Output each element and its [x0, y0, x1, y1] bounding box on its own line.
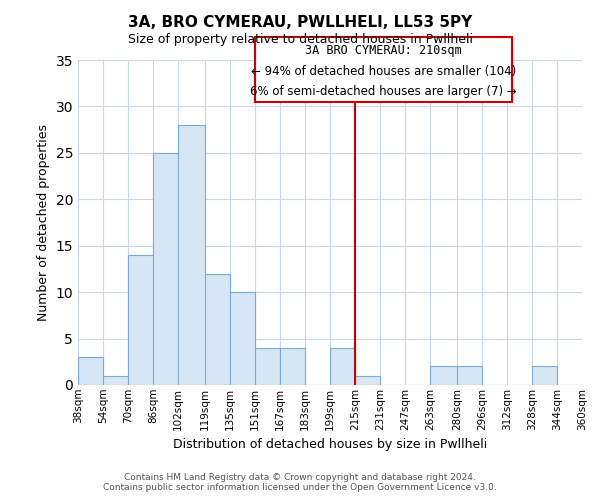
- Bar: [153, 153, 178, 385]
- Bar: [330, 348, 355, 385]
- Bar: [457, 366, 482, 385]
- Text: 3A BRO CYMERAU: 210sqm: 3A BRO CYMERAU: 210sqm: [305, 44, 461, 57]
- Bar: [355, 376, 380, 385]
- Text: 6% of semi-detached houses are larger (7) →: 6% of semi-detached houses are larger (7…: [250, 85, 517, 98]
- Bar: [205, 274, 230, 385]
- Text: 3A, BRO CYMERAU, PWLLHELI, LL53 5PY: 3A, BRO CYMERAU, PWLLHELI, LL53 5PY: [128, 15, 472, 30]
- Bar: [430, 366, 457, 385]
- FancyBboxPatch shape: [255, 37, 512, 102]
- Bar: [255, 348, 280, 385]
- Bar: [280, 348, 305, 385]
- Bar: [128, 255, 153, 385]
- Bar: [532, 366, 557, 385]
- Bar: [178, 125, 205, 385]
- Text: ← 94% of detached houses are smaller (104): ← 94% of detached houses are smaller (10…: [251, 64, 516, 78]
- Bar: [103, 376, 128, 385]
- Y-axis label: Number of detached properties: Number of detached properties: [37, 124, 50, 321]
- X-axis label: Distribution of detached houses by size in Pwllheli: Distribution of detached houses by size …: [173, 438, 487, 451]
- Text: Contains HM Land Registry data © Crown copyright and database right 2024.
Contai: Contains HM Land Registry data © Crown c…: [103, 473, 497, 492]
- Text: Size of property relative to detached houses in Pwllheli: Size of property relative to detached ho…: [128, 32, 473, 46]
- Bar: [230, 292, 255, 385]
- Bar: [78, 357, 103, 385]
